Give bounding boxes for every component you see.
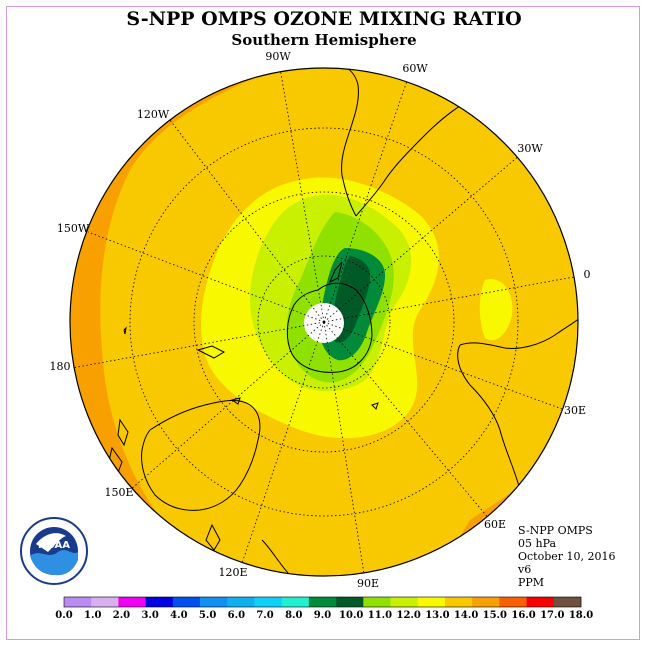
colorbar-swatch: [64, 597, 92, 607]
colorbar-swatch: [172, 597, 201, 607]
lon-label-150w: 150W: [57, 222, 90, 235]
info-instrument: S-NPP OMPS: [518, 524, 593, 537]
colorbar-swatch: [281, 597, 310, 607]
lon-label-30w: 30W: [517, 142, 543, 155]
colorbar-tick-label: 8.0: [285, 610, 302, 621]
info-level: 05 hPa: [518, 537, 557, 550]
colorbar-tick-label: 4.0: [170, 610, 187, 621]
colorbar-tick-label: 10.0: [339, 610, 363, 621]
colorbar-swatch: [499, 597, 527, 607]
lon-label-120e: 120E: [218, 566, 247, 579]
longitude-labels: 90W 60W 30W 0 30E 60E 90E 120E 150E 180 …: [50, 50, 591, 590]
colorbar-tick-label: 3.0: [141, 610, 158, 621]
colorbar-swatch: [417, 597, 446, 607]
colorbar-swatch: [200, 597, 228, 607]
colorbar-swatch: [553, 597, 582, 607]
colorbar-swatch: [472, 597, 500, 607]
lon-label-90w: 90W: [265, 50, 291, 63]
colorbar-tick-label: 0.0: [55, 610, 72, 621]
colorbar-swatch: [91, 597, 119, 607]
noaa-logo-icon: NOAA: [20, 517, 88, 585]
graticule: [71, 68, 578, 576]
colorbar-tick-label: 12.0: [396, 610, 420, 621]
colorbar-swatch: [145, 597, 174, 607]
colorbar-swatch: [390, 597, 419, 607]
colorbar-swatch: [363, 597, 391, 607]
colorbar-swatch: [444, 597, 473, 607]
colorbar-swatch: [526, 597, 555, 607]
colorbar-tick-label: 14.0: [454, 610, 478, 621]
colorbar-swatch: [254, 597, 282, 607]
colorbar-tick-label: 5.0: [199, 610, 216, 621]
colorbar-tick-label: 17.0: [540, 610, 564, 621]
colorbar-tick-label: 7.0: [256, 610, 273, 621]
info-units: PPM: [518, 576, 545, 589]
colorbar: 0.0 1.0 2.0 3.0 4.0 5.0 6.0 7.0 8.0 9.0 10.0 11.0 12…: [55, 596, 593, 621]
colorbar-tick-label: 11.0: [368, 610, 392, 621]
noaa-logo-text: NOAA: [38, 540, 70, 551]
colorbar-swatch: [308, 597, 337, 607]
figure-frame: [6, 6, 640, 640]
map-boundary: [69, 67, 579, 577]
lon-label-30e: 30E: [564, 404, 586, 417]
info-block: S-NPP OMPS 05 hPa October 10, 2016 v6 PP…: [518, 524, 616, 589]
colorbar-swatch: [118, 597, 146, 607]
info-version: v6: [518, 563, 532, 576]
colorbar-tick-label: 18.0: [569, 610, 593, 621]
colorbar-tick-label: 13.0: [425, 610, 449, 621]
map-title: S-NPP OMPS OZONE MIXING RATIO: [126, 8, 522, 30]
lon-label-0: 0: [584, 268, 591, 281]
colorbar-tick-label: 6.0: [228, 610, 245, 621]
colorbar-swatch: [336, 597, 364, 607]
lon-label-180: 180: [50, 360, 71, 373]
lon-label-120w: 120W: [137, 108, 170, 121]
colorbar-swatch: [227, 597, 255, 607]
lon-label-60w: 60W: [402, 62, 428, 75]
colorbar-tick-label: 1.0: [84, 610, 101, 621]
lon-label-90e: 90E: [357, 577, 379, 590]
colorbar-tick-label: 15.0: [483, 610, 507, 621]
colorbar-tick-label: 2.0: [113, 610, 130, 621]
map-subtitle: Southern Hemisphere: [231, 31, 417, 49]
colorbar-tick-label: 16.0: [511, 610, 535, 621]
lon-label-60e: 60E: [484, 518, 506, 531]
colorbar-tick-label: 9.0: [314, 610, 331, 621]
colorbar-outline: [63, 596, 582, 608]
lon-label-150e: 150E: [104, 486, 133, 499]
info-date: October 10, 2016: [518, 550, 616, 563]
